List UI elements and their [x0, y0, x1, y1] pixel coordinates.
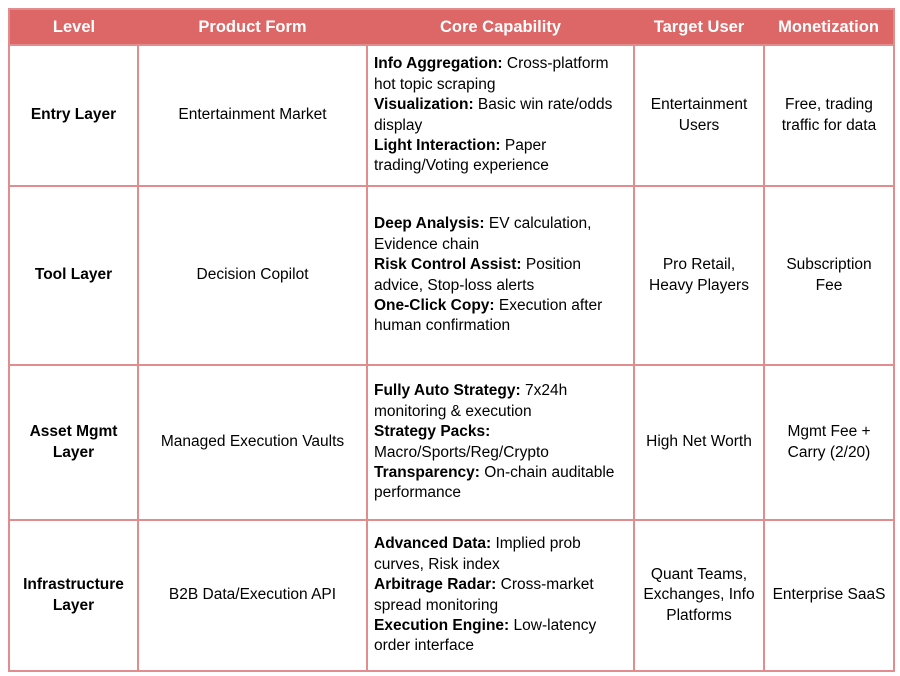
product-form-cell: Decision Copilot	[137, 185, 368, 366]
capability-item: One-Click Copy: Execution after human co…	[374, 296, 603, 335]
column-header-product-form: Product Form	[138, 9, 367, 45]
table-row: Tool Layer Decision Copilot Deep Analysis:…	[8, 185, 895, 366]
capability-item: Advanced Data: Implied prob curves, Risk…	[374, 535, 581, 573]
capability-item: Arbitrage Radar: Cross-market spread mon…	[374, 576, 594, 614]
monetization-cell: Subscription Fee	[763, 185, 895, 366]
column-header-core-capability: Core Capability	[367, 9, 634, 45]
product-form-cell: Managed Execution Vaults	[137, 364, 368, 521]
core-capability-cell: Info Aggregation: Cross-platform hot top…	[366, 44, 635, 187]
target-user-cell: Pro Retail, Heavy Players	[633, 185, 765, 366]
monetization-cell: Free, trading traffic for data	[763, 44, 895, 187]
monetization-cell: Enterprise SaaS	[763, 519, 895, 672]
column-header-monetization: Monetization	[764, 9, 894, 45]
table-row: Asset Mgmt Layer Managed Execution Vaults…	[8, 364, 895, 521]
target-user-cell: Quant Teams, Exchanges, Info Platforms	[633, 519, 765, 672]
capability-item: Transparency: On-chain auditable perform…	[374, 463, 615, 502]
column-header-level: Level	[9, 9, 138, 45]
capability-item: Risk Control Assist: Position advice, St…	[374, 256, 582, 294]
table-header-row: Level Product Form Core Capability Targe…	[9, 9, 894, 45]
capability-item: Deep Analysis: EV calculation, Evidence …	[374, 215, 592, 253]
monetization-cell: Mgmt Fee + Carry (2/20)	[763, 364, 895, 521]
target-user-cell: Entertainment Users	[633, 44, 765, 187]
column-header-target-user: Target User	[634, 9, 764, 45]
level-cell: Entry Layer	[8, 44, 139, 187]
level-cell: Tool Layer	[8, 185, 139, 366]
table-body: Entry Layer Entertainment Market Info Aggr…	[8, 44, 895, 672]
target-user-cell: High Net Worth	[633, 364, 765, 521]
capability-item: Light Interaction: Paper trading/Voting …	[374, 136, 549, 175]
product-form-cell: B2B Data/Execution API	[137, 519, 368, 672]
capability-item: Info Aggregation: Cross-platform hot top…	[374, 55, 609, 93]
capability-item: Fully Auto Strategy: 7x24h monitoring & …	[374, 382, 568, 420]
core-capability-cell: Advanced Data: Implied prob curves, Risk…	[366, 519, 635, 672]
core-capability-cell: Fully Auto Strategy: 7x24h monitoring & …	[366, 364, 635, 521]
product-form-cell: Entertainment Market	[137, 44, 368, 187]
table-row: Infrastructure Layer B2B Data/Execution A…	[8, 519, 895, 672]
level-cell: Infrastructure Layer	[8, 519, 139, 672]
capability-item: Visualization: Basic win rate/odds displ…	[374, 96, 613, 134]
capability-item: Strategy Packs: Macro/Sports/Reg/Crypto	[374, 423, 549, 461]
core-capability-cell: Deep Analysis: EV calculation, Evidence …	[366, 185, 635, 366]
product-layers-table: Level Product Form Core Capability Targe…	[8, 8, 895, 672]
table-row: Entry Layer Entertainment Market Info Aggr…	[8, 44, 895, 187]
capability-item: Execution Engine: Low-latency order inte…	[374, 616, 597, 655]
level-cell: Asset Mgmt Layer	[8, 364, 139, 521]
table-header: Level Product Form Core Capability Targe…	[9, 9, 894, 45]
